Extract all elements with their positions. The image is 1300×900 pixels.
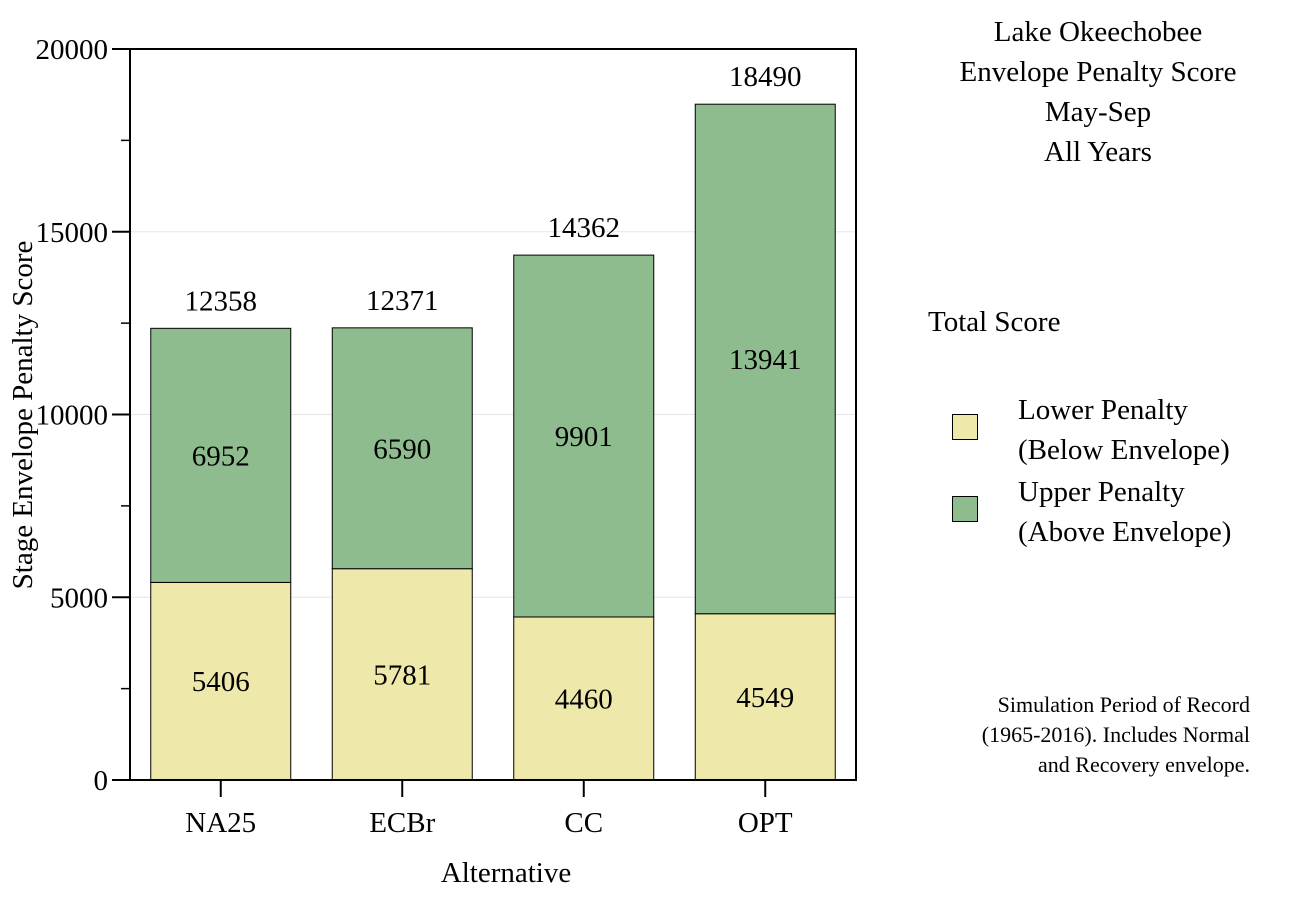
- bar-segment-na25-lower: [150, 581, 292, 781]
- segment-value-label: 6952: [192, 440, 250, 472]
- legend-swatch-upper: [952, 496, 978, 522]
- segment-value-label: 5781: [373, 659, 431, 691]
- x-tick-label: OPT: [738, 807, 793, 839]
- title-line: Lake Okeechobee: [993, 16, 1203, 48]
- segment-value-label: 9901: [555, 421, 613, 453]
- chart-title: Lake Okeechobee Envelope Penalty Score M…: [900, 12, 1296, 172]
- y-tick-label: 20000: [36, 34, 109, 66]
- y-axis-label: Stage Envelope Penalty Score: [7, 241, 39, 590]
- total-value-label: 12358: [185, 285, 258, 317]
- segment-value-label: 5406: [192, 666, 250, 698]
- bar-segment-opt-lower: [694, 613, 836, 781]
- segment-value-label: 6590: [373, 433, 431, 465]
- legend-label-lower: Lower Penalty (Below Envelope): [1018, 394, 1230, 466]
- bars: 5406 6952 12358 5781 6590 12371 4460 9901 14362 4…: [150, 61, 836, 781]
- title-line: May-Sep: [1044, 96, 1152, 128]
- y-tick-label: 10000: [36, 400, 109, 432]
- axes: 0 5000 10000 15000 20000 NA25 ECBr CC OPT: [36, 34, 793, 839]
- x-axis-label: Alternative: [441, 857, 571, 889]
- x-tick-label: CC: [564, 807, 603, 839]
- total-value-label: 18490: [729, 61, 802, 93]
- bar-segment-ecbr-upper: [331, 327, 473, 570]
- segment-value-label: 4460: [555, 683, 613, 715]
- stacked-bar-chart: 5406 6952 12358 5781 6590 12371 4460 9901 14362 4…: [7, 34, 857, 889]
- legend-label-upper: Upper Penalty (Above Envelope): [1018, 476, 1232, 548]
- title-line: Envelope Penalty Score: [959, 56, 1237, 88]
- total-value-label: 12371: [366, 285, 439, 317]
- bar-segment-na25-upper: [150, 327, 292, 583]
- x-tick-label: ECBr: [369, 807, 435, 839]
- x-tick-label: NA25: [185, 807, 256, 839]
- y-tick-label: 5000: [50, 582, 108, 614]
- footnote: Simulation Period of Record (1965-2016).…: [981, 692, 1250, 777]
- segment-value-label: 4549: [736, 682, 794, 714]
- bar-segment-cc-upper: [513, 254, 655, 618]
- bar-segment-opt-upper: [694, 103, 836, 615]
- legend-title: Total Score: [928, 306, 1061, 338]
- y-tick-label: 0: [94, 765, 109, 797]
- y-tick-label: 15000: [36, 217, 109, 249]
- bar-segment-ecbr-lower: [331, 568, 473, 781]
- title-line: All Years: [1044, 136, 1152, 168]
- segment-value-label: 13941: [729, 344, 802, 376]
- legend-swatch-lower: [952, 414, 978, 440]
- total-value-label: 14362: [548, 212, 621, 244]
